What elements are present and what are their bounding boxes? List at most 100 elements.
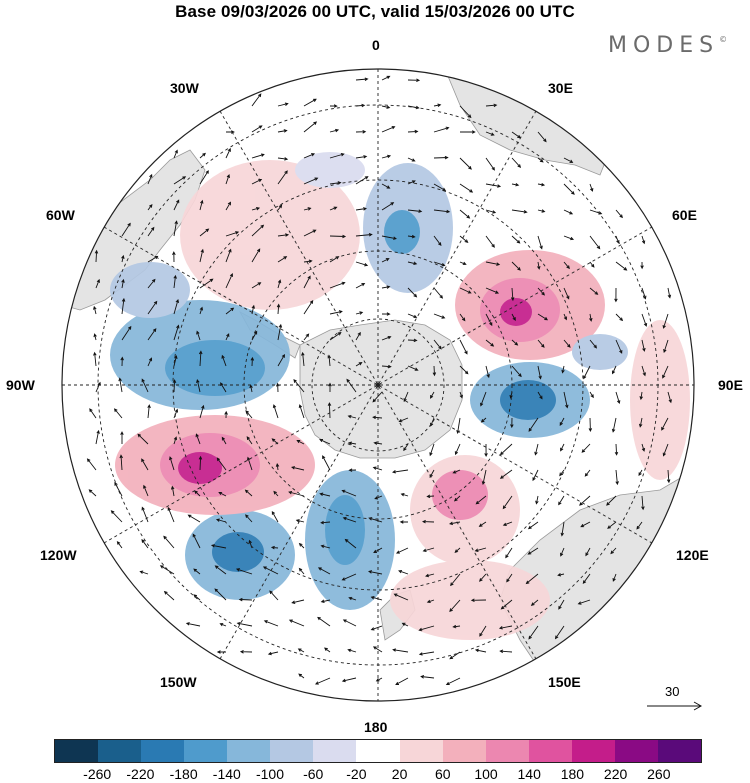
south-pole-marker [376,383,380,387]
colorbar-tick-label: 100 [474,766,498,782]
lon-label-180: 180 [364,719,388,735]
wind-arrow-icon [563,209,574,215]
wind-arrow-icon [296,440,305,445]
wind-arrow-icon [499,649,513,654]
wind-arrow-icon [460,130,476,134]
wind-arrow-icon [589,235,601,250]
wind-arrow-icon [303,121,318,133]
lon-label-120e: 120E [676,547,709,563]
wind-arrow-icon [381,258,390,263]
wind-arrow-icon [355,207,367,211]
lon-label-0: 0 [372,37,380,53]
colorbar-tick-label: -260 [83,766,112,782]
wind-arrow-icon [407,313,418,319]
colorbar-tick-label: -220 [126,766,155,782]
anomaly-pos-east-indian-band [630,320,690,480]
wind-arrow-icon [298,542,305,549]
wind-arrow-icon [537,287,545,296]
wind-arrow-icon [288,619,305,627]
anomaly-neg-pacific-east-core [212,532,264,572]
wind-arrow-icon [422,519,435,524]
wind-arrow-icon [381,125,396,133]
wind-arrow-icon [638,417,643,428]
wind-arrow-icon [120,431,124,444]
wind-arrow-icon [528,625,539,640]
lon-label-30e: 30E [548,80,573,96]
wind-arrow-icon [537,182,546,187]
wind-arrow-icon [433,209,451,214]
wind-arrow-icon [433,126,450,133]
wind-arrow-icon [320,544,331,549]
colorbar-segment [485,740,529,762]
wind-arrow-icon [303,177,319,185]
wind-arrow-icon [612,573,617,582]
wind-arrow-icon [277,233,290,237]
reference-arrow-icon [647,701,703,711]
wind-arrow-icon [89,408,97,419]
wind-arrow-icon [429,443,435,457]
anomaly-pos-tasman-core [432,470,488,520]
wind-arrow-icon [320,520,331,525]
wind-arrow-icon [615,261,628,271]
wind-arrow-icon [454,547,461,553]
anomaly-field [110,152,690,640]
wind-arrow-icon [611,417,617,433]
wind-arrow-icon [393,593,409,601]
wind-arrow-icon [422,547,435,553]
wind-arrow-icon [502,521,513,526]
wind-arrow-icon [511,209,528,214]
wind-arrow-icon [400,493,409,497]
wind-arrow-icon [303,299,314,315]
brand-logo: MODES© [608,33,727,58]
wind-arrow-icon [459,105,472,119]
wind-arrow-icon [348,441,357,445]
wind-arrow-icon [173,408,179,419]
wind-arrow-icon [95,278,100,289]
anomaly-neg-indian-east-small [572,334,628,370]
wind-arrow-icon [407,287,418,298]
brand-name: MODES [608,33,720,58]
wind-arrow-icon [398,569,409,575]
wind-arrow-icon [216,650,226,654]
wind-arrow-icon [293,379,305,393]
wind-arrow-icon [615,391,621,405]
wind-arrow-icon [479,573,487,582]
wind-arrow-icon [561,365,565,374]
wind-arrow-icon [88,489,97,497]
wind-arrow-icon [484,443,488,457]
wind-arrow-icon [589,261,595,268]
wind-arrow-icon [433,339,442,350]
wind-arrow-icon [147,226,155,237]
wind-arrow-icon [433,313,446,319]
wind-arrow-icon [277,323,283,341]
wind-arrow-icon [173,199,180,211]
wind-arrow-icon [537,261,541,270]
wind-arrow-icon [554,625,565,640]
wind-arrow-icon [110,510,123,523]
wind-arrow-icon [141,538,149,549]
wind-arrow-icon [407,129,419,134]
wind-arrow-icon [329,104,338,108]
wind-arrow-icon [225,173,230,185]
wind-arrow-icon [452,624,461,629]
wind-arrow-icon [288,490,305,497]
wind-arrow-icon [537,235,543,250]
colorbar-segment [227,740,271,762]
wind-arrow-icon [121,278,125,289]
wind-arrow-icon [193,568,201,575]
wind-arrow-icon [251,282,262,289]
wind-arrow-icon [640,261,644,270]
wind-arrow-icon [271,510,279,523]
colorbar-tick-label: 140 [517,766,541,782]
wind-arrow-icon [137,433,149,445]
wind-arrow-icon [214,588,227,601]
wind-arrow-icon [449,521,461,526]
wind-arrow-icon [453,495,461,502]
wind-arrow-icon [163,535,175,549]
wind-arrow-icon [185,622,201,627]
wind-arrow-icon [147,204,153,211]
wind-arrow-icon [319,439,331,445]
wind-arrow-icon [381,202,395,211]
colorbar-tick-label: -180 [169,766,198,782]
